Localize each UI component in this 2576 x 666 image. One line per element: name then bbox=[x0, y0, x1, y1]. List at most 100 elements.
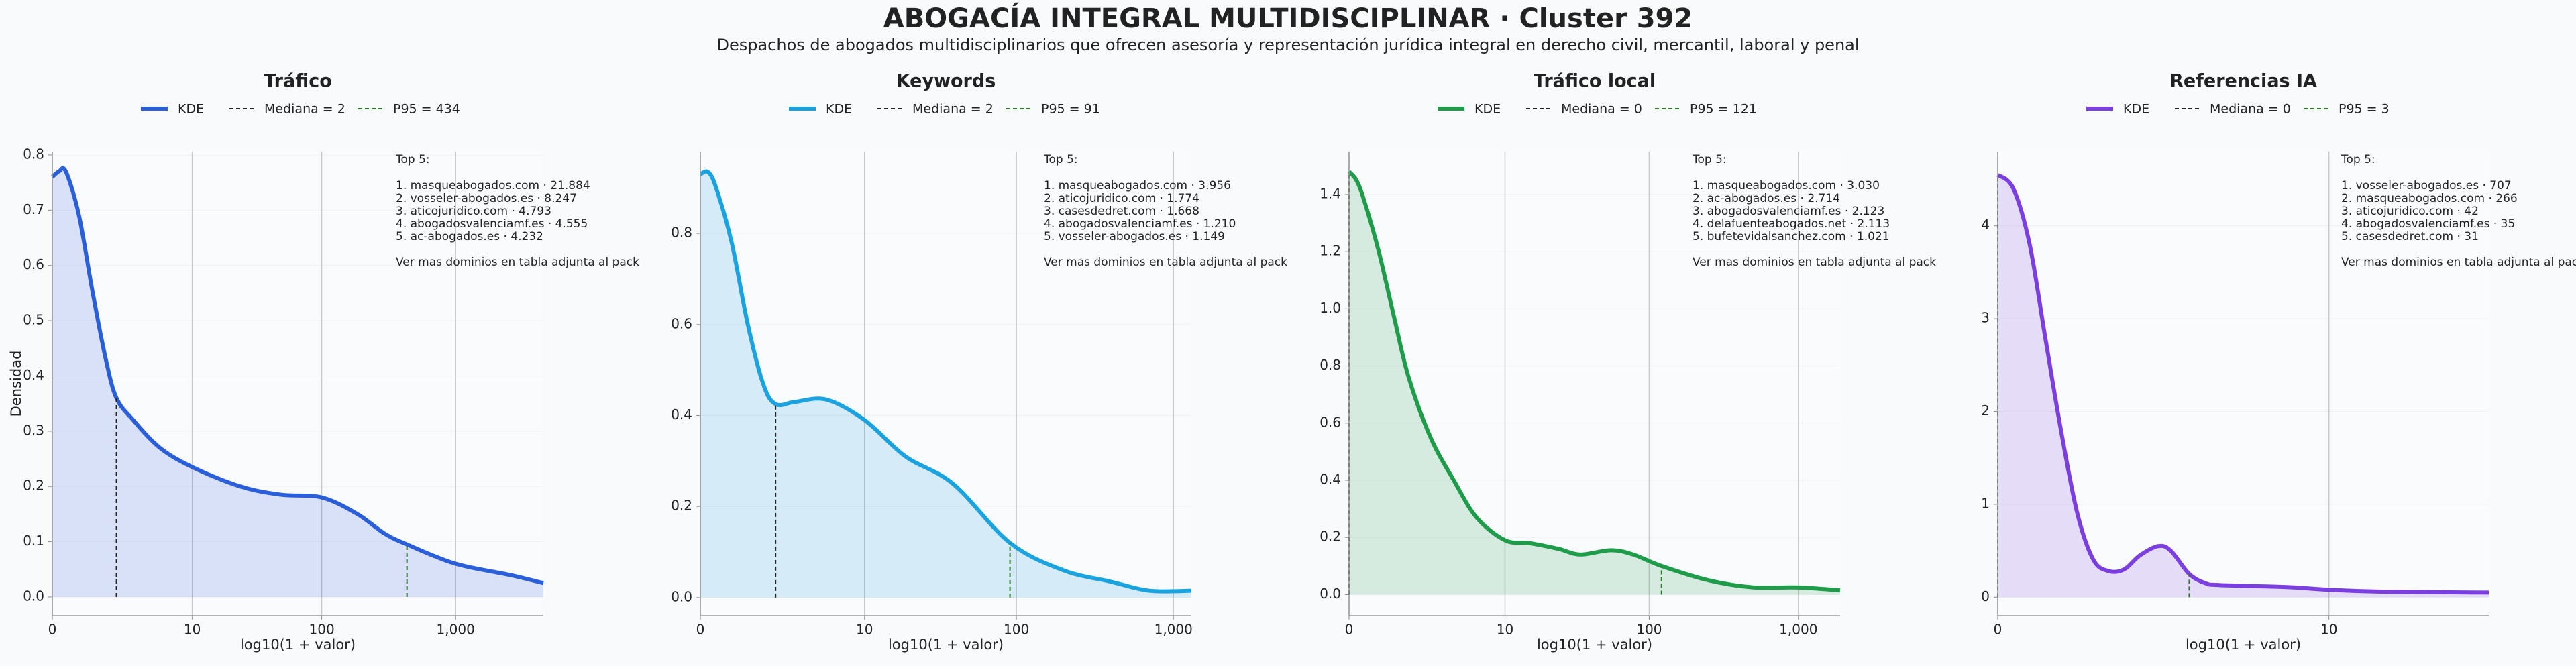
legend-label: P95 = 91 bbox=[1041, 102, 1100, 117]
x-tick-label: 1,000 bbox=[1779, 622, 1817, 638]
x-tick-label: 100 bbox=[309, 622, 335, 638]
annotation-item: 3. abogadosvalenciamf.es · 2.123 bbox=[1693, 205, 1884, 218]
plot-area bbox=[1349, 152, 1840, 616]
annotation-item: 4. abogadosvalenciamf.es · 1.210 bbox=[1044, 217, 1236, 231]
annotation-item: 4. abogadosvalenciamf.es · 35 bbox=[2341, 217, 2515, 231]
x-axis-label: log10(1 + valor) bbox=[240, 636, 356, 653]
annotation-item: 1. masqueabogados.com · 3.030 bbox=[1693, 179, 1880, 192]
annotation-item: 3. aticojuridico.com · 4.793 bbox=[396, 205, 551, 218]
legend-label: KDE bbox=[178, 102, 204, 117]
plot-area bbox=[1998, 152, 2489, 616]
x-tick-label: 1,000 bbox=[437, 622, 475, 638]
legend-label: Mediana = 0 bbox=[2210, 102, 2291, 117]
y-axis-label: Densidad bbox=[8, 351, 24, 417]
legend-label: KDE bbox=[2123, 102, 2149, 117]
x-tick-label: 10 bbox=[1497, 622, 1513, 638]
annotation-footer: Ver mas dominios en tabla adjunta al pac… bbox=[1044, 256, 1287, 269]
page-subtitle: Despachos de abogados multidisciplinario… bbox=[716, 36, 1859, 54]
annotation-heading: Top 5: bbox=[2341, 153, 2375, 166]
legend-label: P95 = 3 bbox=[2339, 102, 2390, 117]
plot-area bbox=[700, 152, 1191, 616]
y-tick-label: 1.0 bbox=[1320, 300, 1341, 316]
y-tick-label: 0 bbox=[1981, 588, 1990, 604]
x-tick-label: 0 bbox=[1345, 622, 1354, 638]
y-tick-label: 0.0 bbox=[671, 588, 692, 604]
annotation-item: 5. ac-abogados.es · 4.232 bbox=[396, 230, 543, 243]
annotation-item: 1. vosseler-abogados.es · 707 bbox=[2341, 179, 2512, 192]
x-tick-label: 1,000 bbox=[1155, 622, 1193, 638]
y-tick-label: 0.4 bbox=[23, 367, 44, 383]
x-tick-label: 100 bbox=[1636, 622, 1662, 638]
y-tick-label: 1 bbox=[1981, 495, 1990, 511]
legend-label: Mediana = 2 bbox=[912, 102, 994, 117]
y-tick-label: 0.2 bbox=[671, 498, 692, 514]
plot-area bbox=[52, 152, 543, 616]
legend-label: P95 = 434 bbox=[393, 102, 460, 117]
annotation-item: 2. vosseler-abogados.es · 8.247 bbox=[396, 192, 577, 205]
panel-title: Referencias IA bbox=[2169, 71, 2317, 92]
x-tick-label: 0 bbox=[48, 622, 57, 638]
kde-area bbox=[700, 171, 1191, 598]
y-tick-label: 0.5 bbox=[23, 312, 44, 328]
annotation-item: 2. masqueabogados.com · 266 bbox=[2341, 192, 2518, 205]
x-axis-label: log10(1 + valor) bbox=[888, 636, 1004, 653]
kde-line bbox=[1996, 173, 2489, 595]
y-tick-label: 0.6 bbox=[23, 256, 44, 272]
y-tick-label: 1.4 bbox=[1320, 185, 1341, 201]
y-tick-label: 0.6 bbox=[1320, 414, 1341, 430]
annotation-item: 3. aticojuridico.com · 42 bbox=[2341, 205, 2479, 218]
annotation-item: 1. masqueabogados.com · 21.884 bbox=[396, 179, 590, 192]
y-tick-label: 0.6 bbox=[671, 315, 692, 331]
legend-label: KDE bbox=[1474, 102, 1501, 117]
panel-title: Tráfico local bbox=[1534, 71, 1656, 92]
page-title: ABOGACÍA INTEGRAL MULTIDISCIPLINAR · Clu… bbox=[883, 2, 1693, 34]
y-tick-label: 1.2 bbox=[1320, 243, 1341, 259]
x-tick-label: 0 bbox=[1994, 622, 2002, 638]
annotation-item: 3. casesdedret.com · 1.668 bbox=[1044, 205, 1199, 218]
annotation-item: 1. masqueabogados.com · 3.956 bbox=[1044, 179, 1231, 192]
legend-label: Mediana = 0 bbox=[1561, 102, 1642, 117]
y-tick-label: 0.8 bbox=[1320, 357, 1341, 373]
y-tick-label: 0.2 bbox=[23, 478, 44, 494]
annotation-item: 2. aticojuridico.com · 1.774 bbox=[1044, 192, 1199, 205]
annotation-item: 4. abogadosvalenciamf.es · 4.555 bbox=[396, 217, 588, 231]
annotation-heading: Top 5: bbox=[395, 153, 430, 166]
annotation-item: 2. ac-abogados.es · 2.714 bbox=[1693, 192, 1840, 205]
y-tick-label: 0.3 bbox=[23, 422, 44, 438]
legend-label: Mediana = 2 bbox=[264, 102, 345, 117]
y-tick-label: 4 bbox=[1981, 217, 1990, 233]
annotation-heading: Top 5: bbox=[1043, 153, 1078, 166]
y-tick-label: 0.8 bbox=[671, 225, 692, 241]
kde-area bbox=[52, 168, 543, 597]
x-tick-label: 10 bbox=[856, 622, 873, 638]
y-tick-label: 0.0 bbox=[1320, 586, 1341, 602]
annotation-item: 5. casesdedret.com · 31 bbox=[2341, 230, 2479, 243]
y-tick-label: 0.0 bbox=[23, 588, 44, 604]
annotation-item: 4. delafuenteabogados.net · 2.113 bbox=[1693, 217, 1890, 231]
kde-area bbox=[1349, 171, 1840, 595]
y-tick-label: 2 bbox=[1981, 402, 1990, 419]
kde-area bbox=[1998, 174, 2489, 598]
y-tick-label: 0.7 bbox=[23, 201, 44, 217]
annotation-item: 5. vosseler-abogados.es · 1.149 bbox=[1044, 230, 1225, 243]
y-tick-label: 0.8 bbox=[23, 146, 44, 162]
kde-line bbox=[1347, 170, 1841, 593]
annotation-footer: Ver mas dominios en tabla adjunta al pac… bbox=[396, 256, 639, 269]
y-tick-label: 0.2 bbox=[1320, 529, 1341, 545]
annotation-item: 5. bufetevidalsanchez.com · 1.021 bbox=[1693, 230, 1890, 243]
kde-line bbox=[699, 169, 1192, 594]
y-tick-label: 0.1 bbox=[23, 533, 44, 549]
annotation-footer: Ver mas dominios en tabla adjunta al pac… bbox=[2341, 256, 2576, 269]
panel-title: Keywords bbox=[896, 71, 996, 92]
y-tick-label: 0.4 bbox=[671, 406, 692, 423]
x-tick-label: 0 bbox=[696, 622, 705, 638]
x-axis-label: log10(1 + valor) bbox=[1537, 636, 1652, 653]
x-tick-label: 10 bbox=[2320, 622, 2337, 638]
y-tick-label: 0.4 bbox=[1320, 471, 1341, 488]
legend-label: KDE bbox=[826, 102, 852, 117]
annotation-heading: Top 5: bbox=[1692, 153, 1727, 166]
x-tick-label: 100 bbox=[1004, 622, 1029, 638]
x-tick-label: 10 bbox=[184, 622, 201, 638]
panel-title: Tráfico bbox=[264, 71, 332, 92]
